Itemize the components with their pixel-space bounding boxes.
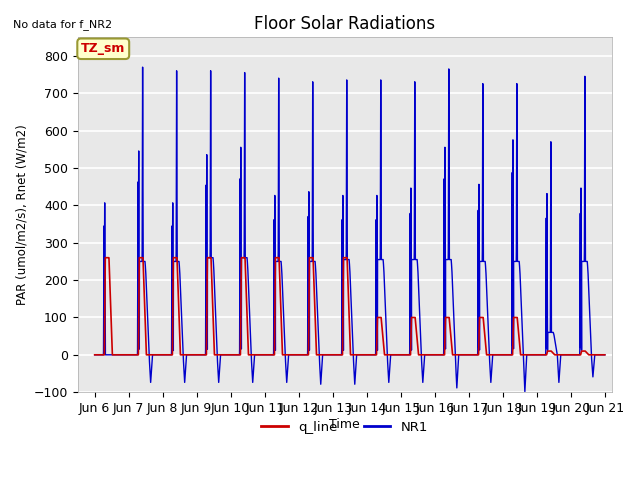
Title: Floor Solar Radiations: Floor Solar Radiations bbox=[254, 15, 435, 33]
Y-axis label: PAR (umol/m2/s), Rnet (W/m2): PAR (umol/m2/s), Rnet (W/m2) bbox=[15, 124, 28, 305]
X-axis label: Time: Time bbox=[330, 418, 360, 431]
Legend: q_line, NR1: q_line, NR1 bbox=[256, 415, 433, 439]
Text: TZ_sm: TZ_sm bbox=[81, 42, 125, 55]
Text: No data for f_NR2: No data for f_NR2 bbox=[13, 19, 112, 30]
